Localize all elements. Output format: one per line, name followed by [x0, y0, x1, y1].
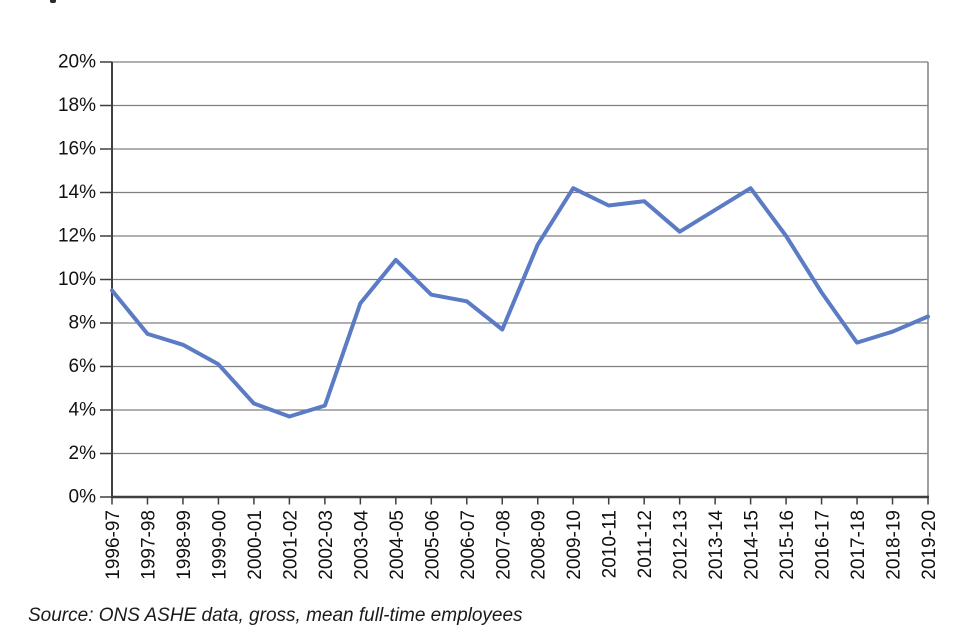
- x-axis-label: 2019-20: [919, 510, 940, 580]
- y-axis-label: 18%: [58, 95, 96, 116]
- x-axis-label: 2013-14: [706, 510, 727, 580]
- x-axis-label: 2010-11: [600, 510, 621, 578]
- data-series-line: [110, 186, 930, 419]
- x-axis-label: 2008-09: [529, 510, 550, 580]
- x-axis-label: 1999-00: [209, 510, 230, 580]
- y-axis-label: 14%: [58, 182, 96, 203]
- source-note: Source: ONS ASHE data, gross, mean full-…: [28, 605, 523, 626]
- x-axis-label: 2002-03: [316, 510, 337, 580]
- y-axis-label: 16%: [58, 139, 96, 160]
- x-axis-label: 2014-15: [742, 510, 763, 580]
- x-axis-label: 2011-12: [635, 510, 656, 578]
- y-axis-label: 4%: [69, 400, 97, 421]
- x-axis-label: 2018-19: [884, 510, 905, 580]
- y-axis-label: 2%: [69, 443, 97, 464]
- y-axis-label: 20%: [58, 52, 96, 73]
- y-axis-label: 6%: [69, 356, 97, 377]
- x-axis-label: 2009-10: [564, 510, 585, 580]
- x-axis-label: 2004-05: [387, 510, 408, 580]
- x-axis-label: 2006-07: [458, 510, 479, 580]
- y-axis-label: 12%: [58, 226, 96, 247]
- y-axis-label: 0%: [69, 487, 97, 508]
- x-axis-label: 2005-06: [422, 510, 443, 580]
- x-axis-label: 2007-08: [493, 510, 514, 580]
- y-axis-label: 8%: [69, 313, 97, 334]
- x-axis-label: 2017-18: [848, 510, 869, 580]
- x-axis-label: 2001-02: [280, 510, 301, 580]
- y-axis-label: 10%: [58, 269, 96, 290]
- x-axis-label: 2000-01: [245, 510, 266, 580]
- x-axis-label: 1998-99: [174, 510, 195, 580]
- x-axis-label: 2015-16: [777, 510, 798, 580]
- x-axis-label: 2016-17: [813, 510, 834, 580]
- x-axis-label: 2003-04: [351, 510, 372, 580]
- x-axis-label: 2012-13: [671, 510, 692, 580]
- x-axis-label: 1997-98: [138, 510, 159, 580]
- x-axis-label: 1996-97: [103, 510, 124, 580]
- cropped-title-fragment: [50, 0, 56, 3]
